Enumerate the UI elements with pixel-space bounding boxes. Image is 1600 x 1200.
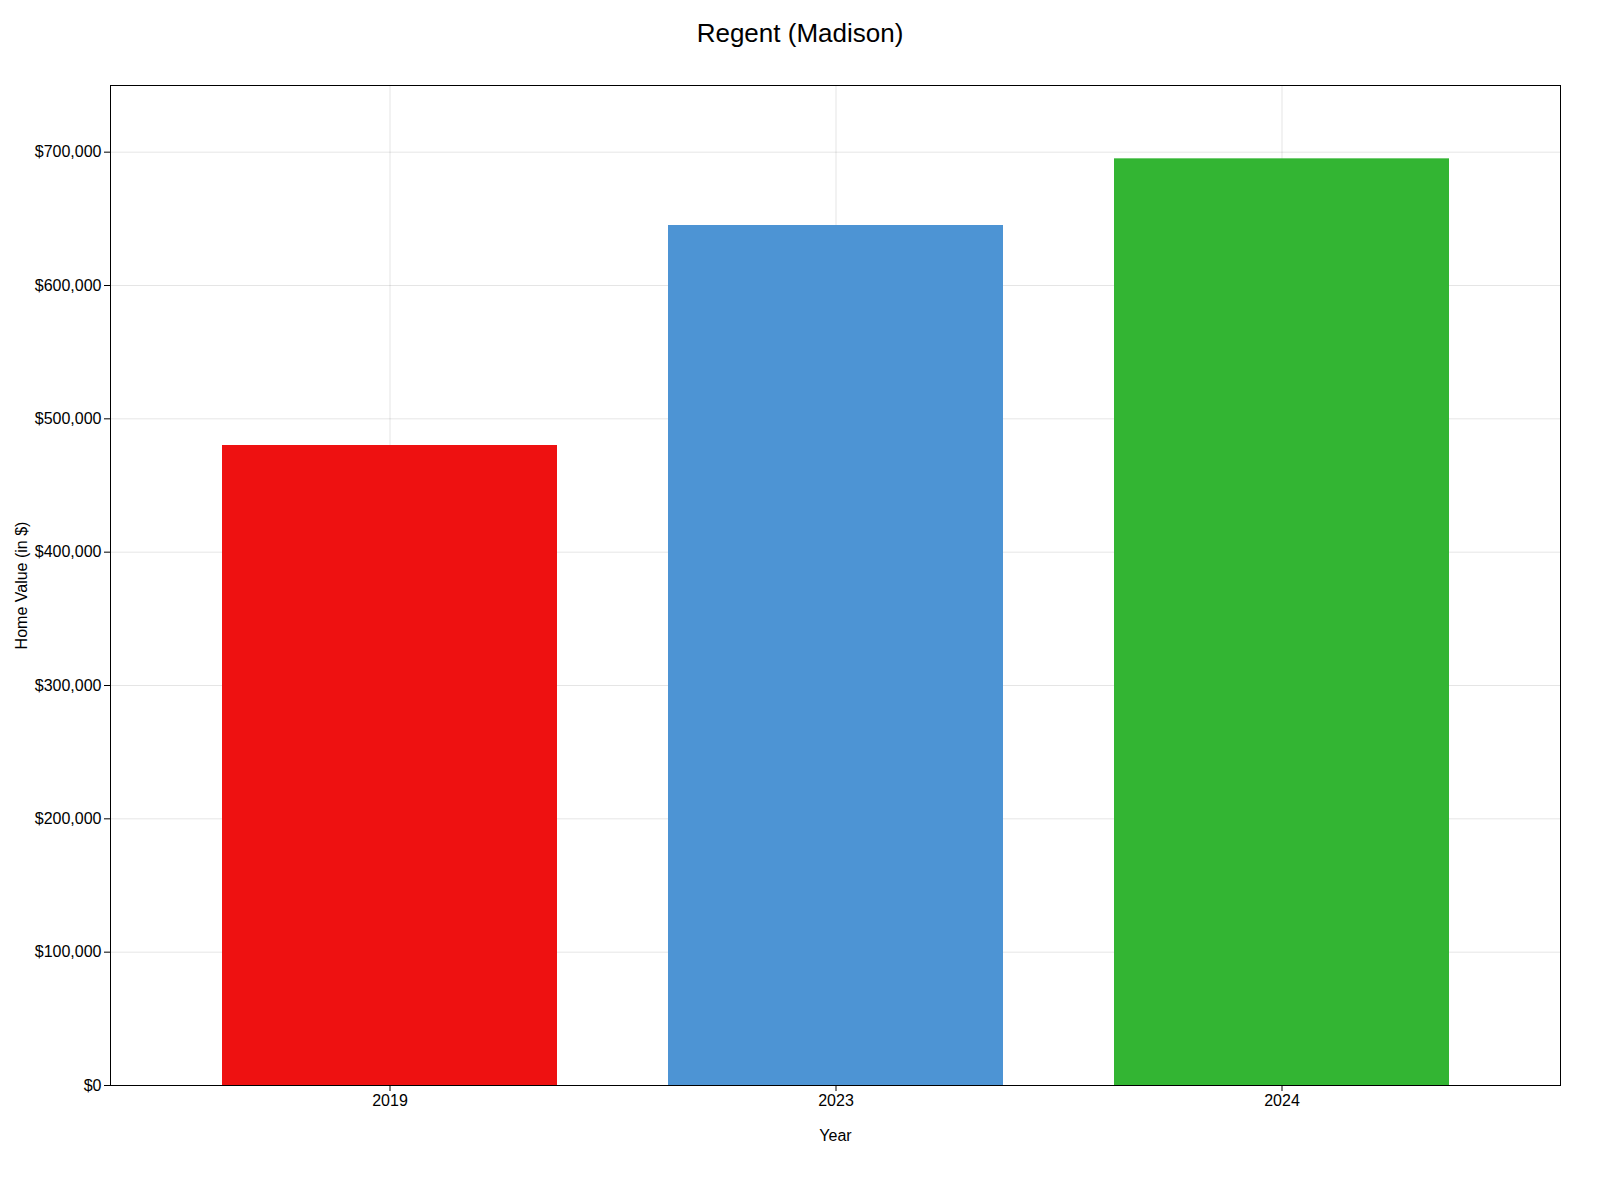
- svg-text:2023: 2023: [818, 1092, 854, 1109]
- svg-text:$500,000: $500,000: [35, 410, 102, 427]
- svg-text:Year: Year: [819, 1127, 852, 1144]
- svg-text:$0: $0: [84, 1077, 102, 1094]
- svg-text:$100,000: $100,000: [35, 943, 102, 960]
- svg-text:$600,000: $600,000: [35, 277, 102, 294]
- svg-text:Home Value (in $): Home Value (in $): [13, 522, 30, 650]
- svg-text:2019: 2019: [372, 1092, 408, 1109]
- svg-text:2024: 2024: [1264, 1092, 1300, 1109]
- svg-text:$400,000: $400,000: [35, 543, 102, 560]
- svg-text:$700,000: $700,000: [35, 143, 102, 160]
- svg-text:$300,000: $300,000: [35, 677, 102, 694]
- svg-text:$200,000: $200,000: [35, 810, 102, 827]
- html-text:Regent (Madison): Regent (Madison): [696, 18, 904, 48]
